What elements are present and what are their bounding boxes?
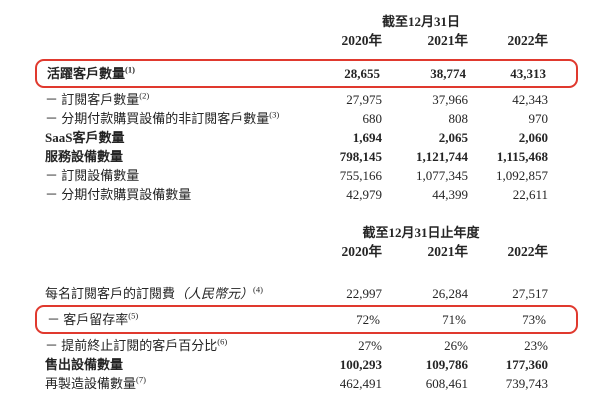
metric-value: 73% [522,312,546,327]
metric-value: 44,399 [432,187,468,202]
metric-value: 1,694 [352,130,382,145]
year-header-2022: 2022年 [507,33,549,48]
metric-value: 37,966 [432,92,468,107]
metric-value: 177,360 [505,357,548,372]
metric-value: 23% [524,338,548,353]
year-header-2020: 2020年 [341,33,383,48]
metric-value: 2,065 [438,130,468,145]
metric-value: 22,611 [512,187,548,202]
metric-value: 462,491 [339,376,382,391]
metric-row: SaaS客戶數量 1,694 2,065 2,060 [45,128,548,147]
metric-row: 服務設備數量 798,145 1,121,744 1,115,468 [45,147,548,166]
metric-value: 26% [444,338,468,353]
year-header-row: 2020年 2021年 2022年 [45,30,549,51]
subscription-metrics-section: 截至12月31日止年度 2020年 2021年 2022年 每名訂閱客戶的訂閱費… [35,224,578,393]
period-header: 截至12月31日 [381,14,460,29]
metric-label: － 訂閱設備數量 [45,168,140,183]
metric-label: SaaS客戶數量 [45,130,125,145]
section1-header: 截至12月31日 2020年 2021年 2022年 [45,13,549,51]
metric-label: － 分期付款購買設備的非訂閱客戶數量(3) [45,109,280,126]
metric-row: 再製造設備數量(7) 462,491 608,461 739,743 [45,374,548,393]
footnote-marker: (3) [269,109,280,120]
footnote-marker: (7) [136,374,146,385]
metric-value: 1,077,345 [416,168,468,183]
metric-value: 109,786 [425,357,468,372]
highlighted-metric-row: 活躍客戶數量(1) 28,655 38,774 43,313 [35,59,578,88]
metric-value: 1,121,744 [416,149,468,164]
footnote-marker: (1) [125,64,135,75]
year-header-2022: 2022年 [507,244,549,259]
metric-label: － 訂閱客戶數量(2) [45,90,150,107]
year-header-row: 2020年 2021年 2022年 [45,241,549,262]
metric-value: 22,997 [346,286,382,301]
metric-value: 72% [356,312,380,327]
metric-value: 739,743 [505,376,548,391]
year-header-2021: 2021年 [427,33,469,48]
footnote-marker: (4) [253,284,263,295]
highlighted-metric-row: － 客戶留存率(5) 72% 71% 73% [35,305,578,334]
metric-label: 再製造設備數量(7) [45,374,146,391]
footnote-marker: (5) [128,310,139,321]
metric-value: 28,655 [344,66,380,81]
period-header-row: 截至12月31日止年度 [45,224,548,241]
footnote-marker: (6) [217,336,228,347]
metric-value: 808 [448,111,469,126]
metric-row: － 訂閱客戶數量(2) 27,975 37,966 42,343 [45,90,548,109]
metric-value: 1,115,468 [496,149,548,164]
metric-label-note: （人民幣元） [175,286,254,301]
year-header-2021: 2021年 [427,244,469,259]
metric-value: 970 [528,111,549,126]
metric-value: 42,979 [346,187,382,202]
customer-metrics-section: 截至12月31日 2020年 2021年 2022年 活躍客戶數量(1) 28,6… [35,13,578,204]
metric-value: 798,145 [339,149,382,164]
section1-rows: 活躍客戶數量(1) 28,655 38,774 43,313 － 訂閱客戶數量(2) 27… [35,59,578,204]
metric-label: 服務設備數量 [45,149,124,164]
metric-value: 1,092,857 [496,168,548,183]
footnote-marker: (2) [139,90,150,101]
metric-value: 26,284 [432,286,468,301]
metric-row: － 分期付款購買設備數量 42,979 44,399 22,611 [45,185,548,204]
section2-header: 截至12月31日止年度 2020年 2021年 2022年 [45,224,549,262]
period-header-row: 截至12月31日 [45,13,548,30]
metric-value: 608,461 [425,376,468,391]
metric-label: － 提前終止訂閱的客戶百分比(6) [45,336,228,353]
metric-value: 43,313 [510,66,546,81]
metric-label: － 分期付款購買設備數量 [45,187,192,202]
metric-row: － 訂閱設備數量 755,166 1,077,345 1,092,857 [45,166,548,185]
metric-value: 100,293 [339,357,382,372]
metric-row: － 提前終止訂閱的客戶百分比(6) 27% 26% 23% [45,336,548,355]
metric-value: 38,774 [430,66,466,81]
metric-label: 活躍客戶數量(1) [47,64,135,81]
metric-value: 680 [362,111,383,126]
metric-label: － 客戶留存率(5) [47,310,139,327]
metric-value: 2,060 [518,130,548,145]
metric-value: 27% [358,338,382,353]
metric-value: 755,166 [339,168,382,183]
metric-value: 71% [442,312,466,327]
metric-row: 每名訂閱客戶的訂閱費（人民幣元）(4) 22,997 26,284 27,517 [45,284,548,303]
year-header-2020: 2020年 [341,244,383,259]
metric-value: 27,517 [512,286,548,301]
metric-value: 27,975 [346,92,382,107]
period-header: 截至12月31日止年度 [362,225,480,240]
metric-label: 售出設備數量 [45,357,124,372]
metric-row: 售出設備數量 100,293 109,786 177,360 [45,355,548,374]
metric-value: 42,343 [512,92,548,107]
metric-row: － 分期付款購買設備的非訂閱客戶數量(3) 680 808 970 [45,109,548,128]
metric-label: 每名訂閱客戶的訂閱費（人民幣元）(4) [45,284,263,301]
section2-rows: 每名訂閱客戶的訂閱費（人民幣元）(4) 22,997 26,284 27,517 － 客… [35,284,578,393]
